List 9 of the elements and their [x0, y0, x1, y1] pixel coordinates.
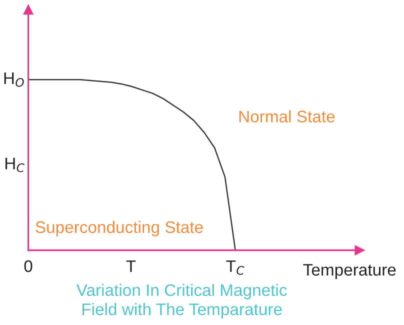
- text: H$_{O}$: [4, 72, 24, 87]
- text: H$_{C}$: [6, 158, 24, 172]
- text: T: [126, 260, 136, 272]
- annotation: Superconducting State: [36, 220, 203, 236]
- text: Variation In Critical Magnetic Field with The Temparature: [76, 284, 287, 318]
- annotation: Normal State: [239, 110, 335, 122]
- text: 0: [24, 260, 32, 272]
- x-axis-title: Temperature: [303, 264, 396, 280]
- text: T$_{C}$: [226, 260, 244, 275]
